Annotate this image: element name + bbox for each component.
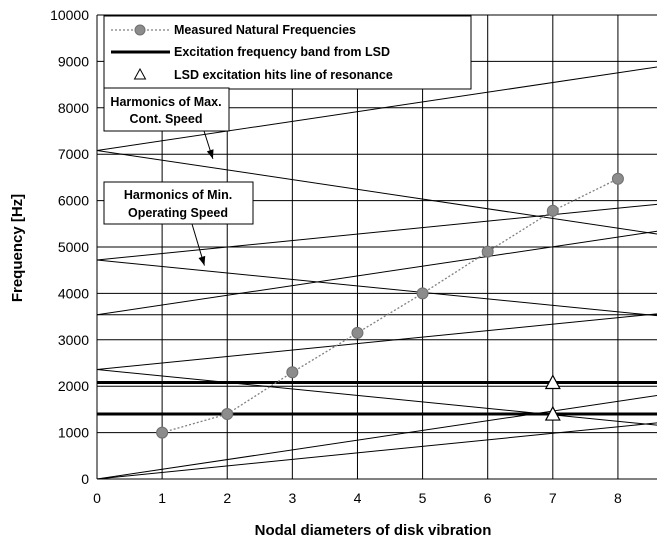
x-axis-label: Nodal diameters of disk vibration — [255, 522, 492, 539]
resonance-line — [96, 203, 657, 261]
y-axis-label: Frequency [Hz] — [9, 194, 26, 302]
legend-label-triangle: LSD excitation hits line of resonance — [174, 68, 393, 82]
x-tick-label: 3 — [288, 490, 296, 506]
measured-frequency-point — [546, 204, 559, 217]
measured-frequency-line — [161, 178, 619, 434]
measured-frequency-point — [351, 326, 364, 339]
legend-marker-measured — [134, 24, 146, 36]
measured-frequency-point — [416, 287, 429, 300]
x-tick-label: 2 — [223, 490, 231, 506]
y-tick-label: 0 — [81, 471, 89, 487]
resonance-hit-triangle — [544, 405, 561, 421]
measured-frequency-point — [286, 366, 299, 379]
resonance-line — [96, 66, 657, 151]
y-tick-label: 1000 — [58, 425, 89, 441]
resonance-line — [96, 230, 657, 316]
resonance-line — [96, 368, 657, 426]
x-tick-label: 6 — [484, 490, 492, 506]
tick-labels: 0 1000 2000 3000 4000 5000 6000 7000 8000 9000 100… — [50, 7, 622, 506]
x-tick-label: 1 — [158, 490, 166, 506]
y-tick-label: 7000 — [58, 146, 89, 162]
resonance-lines — [96, 66, 657, 480]
measured-frequency-point — [156, 426, 169, 439]
y-tick-label: 9000 — [58, 53, 89, 69]
measured-frequency-point — [221, 408, 234, 421]
x-tick-label: 7 — [549, 490, 557, 506]
callout-min-speed: Harmonics of Min. Operating Speed — [103, 181, 254, 266]
y-tick-label: 6000 — [58, 193, 89, 209]
y-tick-label: 2000 — [58, 378, 89, 394]
legend: Measured Natural Frequencies Excitation … — [103, 15, 472, 90]
excitation-band — [97, 380, 657, 416]
callout-min-line-2: Operating Speed — [128, 206, 228, 220]
measured-series — [156, 172, 624, 439]
callout-max-line-1: Harmonics of Max. — [110, 95, 221, 109]
x-tick-label: 5 — [419, 490, 427, 506]
x-tick-label: 4 — [354, 490, 362, 506]
legend-marker-triangle — [133, 67, 147, 80]
measured-frequency-point — [481, 245, 494, 258]
y-tick-label: 5000 — [58, 239, 89, 255]
legend-label-measured: Measured Natural Frequencies — [174, 23, 356, 37]
measured-frequency-point — [611, 172, 624, 185]
callout-max-speed: Harmonics of Max. Cont. Speed — [103, 87, 230, 159]
y-tick-label: 3000 — [58, 332, 89, 348]
callout-max-arrowhead — [206, 149, 214, 159]
y-tick-label: 10000 — [50, 7, 89, 23]
x-tick-label: 8 — [614, 490, 622, 506]
resonance-hit-markers — [544, 374, 561, 421]
resonance-line — [96, 149, 657, 235]
resonance-line — [96, 259, 657, 317]
y-tick-label: 8000 — [58, 100, 89, 116]
resonance-line — [96, 394, 657, 480]
callout-max-line-2: Cont. Speed — [130, 112, 203, 126]
legend-label-band: Excitation frequency band from LSD — [174, 45, 390, 59]
callout-min-line-1: Harmonics of Min. — [124, 188, 232, 202]
x-tick-label: 0 — [93, 490, 101, 506]
callout-min-arrowhead — [198, 255, 206, 266]
resonance-line — [96, 313, 657, 370]
resonance-line — [96, 422, 657, 480]
y-tick-label: 4000 — [58, 285, 89, 301]
resonance-hit-triangle — [544, 374, 561, 390]
